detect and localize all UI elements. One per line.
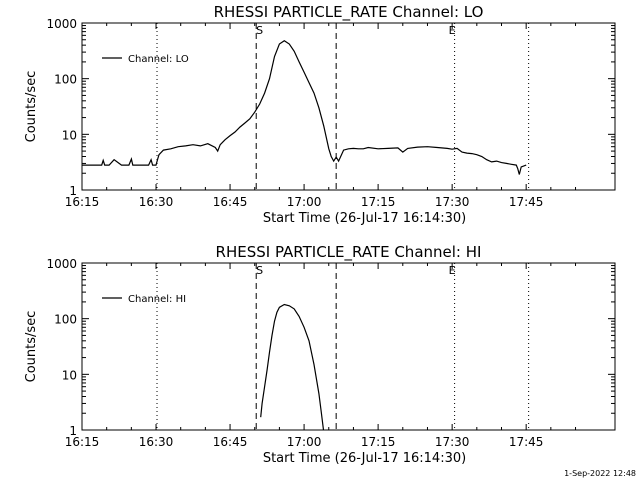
chart-title: RHESSI PARTICLE_RATE Channel: HI [216,243,482,262]
x-tick-label: 17:30 [435,435,470,449]
footer-date: 1-Sep-2022 12:48 [564,469,636,478]
x-tick-label: 16:15 [65,195,100,209]
x-tick-label: 16:30 [139,195,174,209]
plot-frame [81,22,616,191]
legend-label: Channel: HI [128,294,186,305]
x-tick-label: 17:45 [509,195,544,209]
x-axis-label: Start Time (26-Jul-17 16:14:30) [263,211,466,226]
x-tick-label: 17:15 [361,435,396,449]
x-axis-label: Start Time (26-Jul-17 16:14:30) [263,451,466,466]
y-tick-label: 100 [54,73,77,87]
y-tick-label: 1000 [46,17,77,31]
y-tick-label: 10 [62,368,77,382]
x-tick-label: 17:30 [435,195,470,209]
x-tick-label: 17:00 [287,435,322,449]
x-tick-label: 16:30 [139,435,174,449]
interval-marker-e: E [449,264,456,277]
y-tick-label: 10 [62,128,77,142]
x-tick-label: 16:45 [213,435,248,449]
interval-marker-s: S [256,24,263,37]
series-line-channel-lo [82,39,527,175]
y-tick-label: 100 [54,313,77,327]
series-line-channel-hi [260,303,325,430]
y-tick-label: 1 [69,184,77,198]
legend-label: Channel: LO [128,54,189,65]
x-tick-label: 17:15 [361,195,396,209]
plot-frame [81,262,616,431]
y-axis-label: Counts/sec [24,71,39,143]
x-tick-label: 16:15 [65,435,100,449]
interval-marker-e: E [449,24,456,37]
chart-title: RHESSI PARTICLE_RATE Channel: LO [214,3,484,22]
interval-marker-s: S [256,264,263,277]
x-tick-label: 17:45 [509,435,544,449]
panel-hi: RHESSI PARTICLE_RATE Channel: HI 16:15 16:… [24,243,616,466]
y-axis-label: Counts/sec [24,311,39,383]
y-tick-label: 1 [69,424,77,438]
panel-lo: RHESSI PARTICLE_RATE Channel: LO 16:15 16:… [24,3,616,226]
y-tick-label: 1000 [46,257,77,271]
x-tick-label: 16:45 [213,195,248,209]
x-tick-label: 17:00 [287,195,322,209]
